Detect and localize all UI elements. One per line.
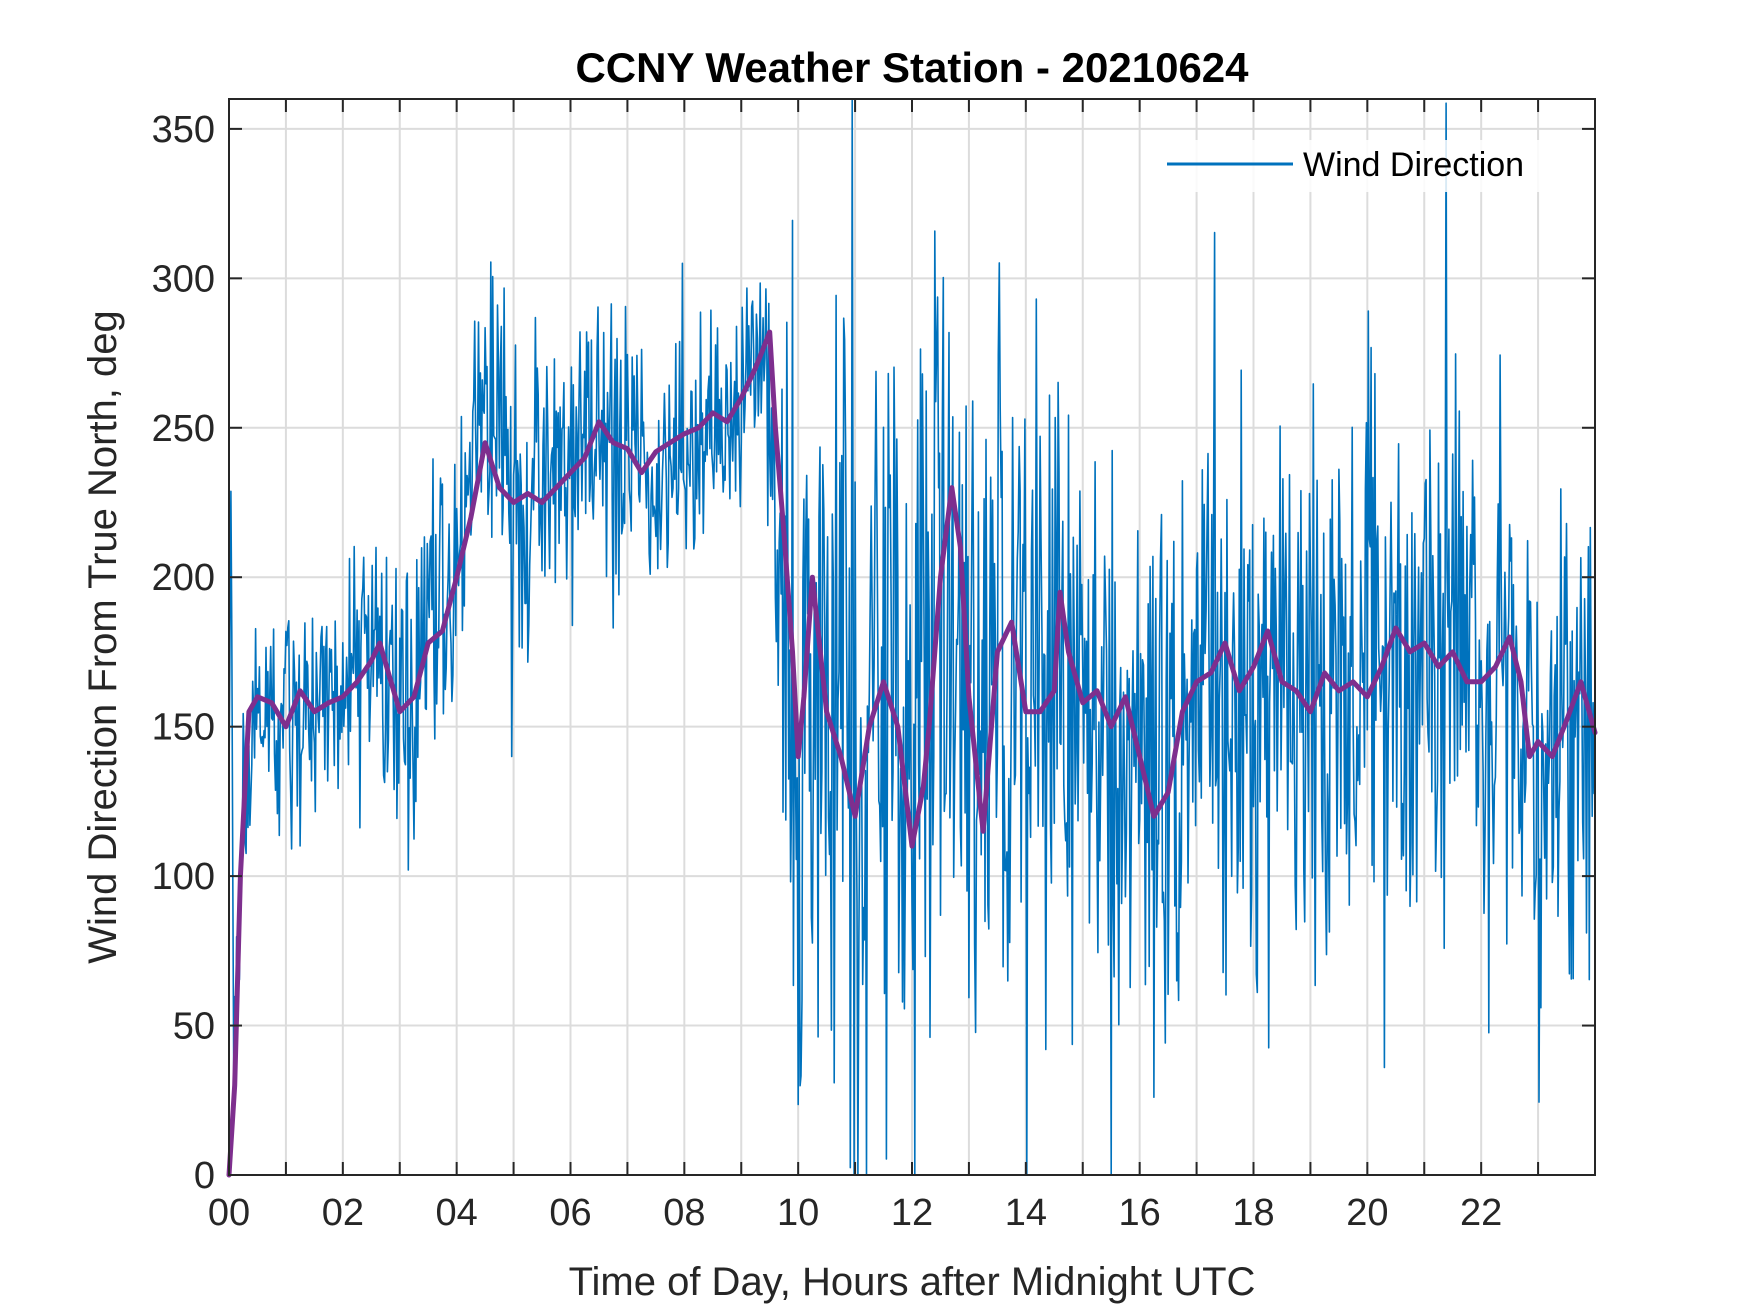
x-axis-label: Time of Day, Hours after Midnight UTC xyxy=(569,1260,1256,1304)
x-tick-label: 04 xyxy=(436,1192,478,1234)
x-tick-labels: 00 02 04 06 08 10 12 14 16 18 20 22 xyxy=(208,1192,1502,1234)
y-tick-label: 350 xyxy=(152,109,215,151)
y-tick-label: 50 xyxy=(173,1006,215,1048)
series-line-wind-direction xyxy=(228,98,1596,1176)
x-tick-label: 20 xyxy=(1346,1192,1388,1234)
x-tick-label: 06 xyxy=(549,1192,591,1234)
y-tick-label: 0 xyxy=(194,1155,215,1197)
legend: Wind Direction xyxy=(1158,140,1578,192)
x-tick-label: 10 xyxy=(777,1192,819,1234)
y-tick-label: 300 xyxy=(152,258,215,300)
x-tick-label: 12 xyxy=(891,1192,933,1234)
x-tick-label: 22 xyxy=(1460,1192,1502,1234)
x-tick-label: 00 xyxy=(208,1192,250,1234)
x-tick-label: 18 xyxy=(1232,1192,1274,1234)
series-line-smoothed-wind-direction xyxy=(226,329,1598,1178)
x-tick-label: 02 xyxy=(322,1192,364,1234)
axis-ticks xyxy=(228,99,1596,1176)
y-tick-label: 150 xyxy=(152,707,215,749)
x-tick-label: 14 xyxy=(1005,1192,1047,1234)
chart-title: CCNY Weather Station - 20210624 xyxy=(575,44,1249,91)
y-tick-label: 250 xyxy=(152,408,215,450)
y-axis-label: Wind Direction From True North, deg xyxy=(81,310,125,964)
y-tick-label: 100 xyxy=(152,856,215,898)
x-tick-label: 16 xyxy=(1119,1192,1161,1234)
x-tick-label: 08 xyxy=(663,1192,705,1234)
series-wind-direction xyxy=(228,98,1596,1176)
y-tick-labels: 0 50 100 150 200 250 300 350 xyxy=(152,109,215,1197)
legend-box xyxy=(1158,140,1578,192)
y-tick-label: 200 xyxy=(152,557,215,599)
series-smoothed-wind-direction xyxy=(226,329,1598,1178)
legend-label-wind-direction: Wind Direction xyxy=(1303,146,1524,184)
